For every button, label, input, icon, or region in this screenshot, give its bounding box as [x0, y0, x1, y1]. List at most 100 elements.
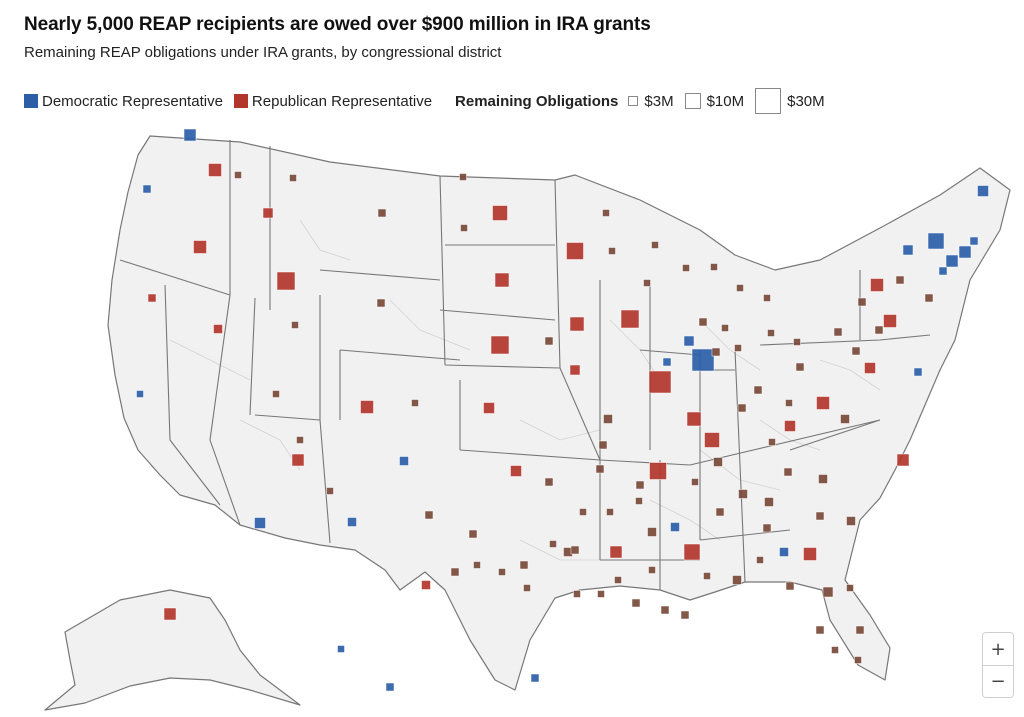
district-marker[interactable] [566, 242, 584, 260]
district-marker[interactable] [608, 247, 616, 255]
district-marker[interactable] [816, 396, 830, 410]
district-marker[interactable] [895, 275, 905, 285]
district-marker[interactable] [686, 411, 702, 427]
district-marker[interactable] [785, 581, 795, 591]
district-marker[interactable] [762, 523, 772, 533]
district-marker[interactable] [977, 185, 989, 197]
district-marker[interactable] [691, 348, 715, 372]
district-marker[interactable] [631, 598, 641, 608]
district-marker[interactable] [698, 317, 708, 327]
district-marker[interactable] [569, 316, 585, 332]
district-marker[interactable] [549, 540, 557, 548]
district-marker[interactable] [276, 271, 296, 291]
district-marker[interactable] [851, 346, 861, 356]
district-marker[interactable] [424, 510, 434, 520]
district-marker[interactable] [732, 575, 742, 585]
district-marker[interactable] [147, 293, 157, 303]
district-marker[interactable] [142, 184, 152, 194]
district-marker[interactable] [570, 545, 580, 555]
district-marker[interactable] [289, 174, 297, 182]
district-marker[interactable] [635, 497, 643, 505]
district-marker[interactable] [896, 453, 910, 467]
district-marker[interactable] [544, 336, 554, 346]
district-marker[interactable] [385, 682, 395, 692]
district-marker[interactable] [647, 527, 657, 537]
district-marker[interactable] [347, 517, 357, 527]
district-marker[interactable] [831, 646, 839, 654]
district-marker[interactable] [606, 508, 614, 516]
district-marker[interactable] [763, 294, 771, 302]
district-marker[interactable] [213, 324, 223, 334]
district-marker[interactable] [785, 399, 793, 407]
district-marker[interactable] [490, 335, 510, 355]
district-marker[interactable] [459, 173, 467, 181]
district-marker[interactable] [680, 610, 690, 620]
district-marker[interactable] [296, 436, 304, 444]
district-marker[interactable] [927, 232, 945, 250]
district-marker[interactable] [703, 572, 711, 580]
district-marker[interactable] [377, 208, 387, 218]
district-marker[interactable] [854, 656, 862, 664]
district-marker[interactable] [614, 576, 622, 584]
district-marker[interactable] [855, 625, 865, 635]
district-marker[interactable] [846, 516, 856, 526]
district-marker[interactable] [793, 338, 801, 346]
district-marker[interactable] [969, 236, 979, 246]
district-marker[interactable] [833, 327, 843, 337]
district-marker[interactable] [603, 414, 613, 424]
district-marker[interactable] [660, 605, 670, 615]
district-marker[interactable] [870, 278, 884, 292]
district-marker[interactable] [648, 370, 672, 394]
district-marker[interactable] [662, 357, 672, 367]
district-marker[interactable] [473, 561, 481, 569]
district-marker[interactable] [337, 645, 345, 653]
district-marker[interactable] [291, 453, 305, 467]
district-marker[interactable] [519, 560, 529, 570]
district-marker[interactable] [530, 673, 540, 683]
district-marker[interactable] [598, 440, 608, 450]
district-marker[interactable] [958, 245, 972, 259]
district-marker[interactable] [768, 438, 776, 446]
district-marker[interactable] [756, 556, 764, 564]
district-marker[interactable] [498, 568, 506, 576]
district-marker[interactable] [183, 128, 197, 142]
district-marker[interactable] [864, 362, 876, 374]
district-marker[interactable] [721, 324, 729, 332]
district-marker[interactable] [924, 293, 934, 303]
district-marker[interactable] [784, 420, 796, 432]
district-marker[interactable] [857, 297, 867, 307]
district-marker[interactable] [764, 497, 774, 507]
district-marker[interactable] [523, 584, 531, 592]
district-marker[interactable] [620, 309, 640, 329]
district-marker[interactable] [753, 385, 763, 395]
district-marker[interactable] [483, 402, 495, 414]
district-marker[interactable] [643, 279, 651, 287]
district-marker[interactable] [648, 566, 656, 574]
district-marker[interactable] [208, 163, 222, 177]
district-marker[interactable] [767, 329, 775, 337]
district-marker[interactable] [670, 522, 680, 532]
district-marker[interactable] [291, 321, 299, 329]
district-marker[interactable] [399, 456, 409, 466]
district-marker[interactable] [683, 543, 701, 561]
district-marker[interactable] [494, 272, 510, 288]
district-marker[interactable] [945, 254, 959, 268]
district-marker[interactable] [579, 508, 587, 516]
district-marker[interactable] [360, 400, 374, 414]
district-marker[interactable] [938, 266, 948, 276]
district-marker[interactable] [840, 414, 850, 424]
district-map[interactable] [0, 120, 1024, 717]
district-marker[interactable] [326, 487, 334, 495]
district-marker[interactable] [738, 489, 748, 499]
district-marker[interactable] [715, 507, 725, 517]
district-marker[interactable] [795, 362, 805, 372]
district-marker[interactable] [711, 347, 721, 357]
district-marker[interactable] [573, 590, 581, 598]
district-marker[interactable] [815, 625, 825, 635]
district-marker[interactable] [635, 480, 645, 490]
district-marker[interactable] [710, 263, 718, 271]
district-marker[interactable] [874, 325, 884, 335]
district-marker[interactable] [846, 584, 854, 592]
district-marker[interactable] [492, 205, 508, 221]
district-marker[interactable] [883, 314, 897, 328]
